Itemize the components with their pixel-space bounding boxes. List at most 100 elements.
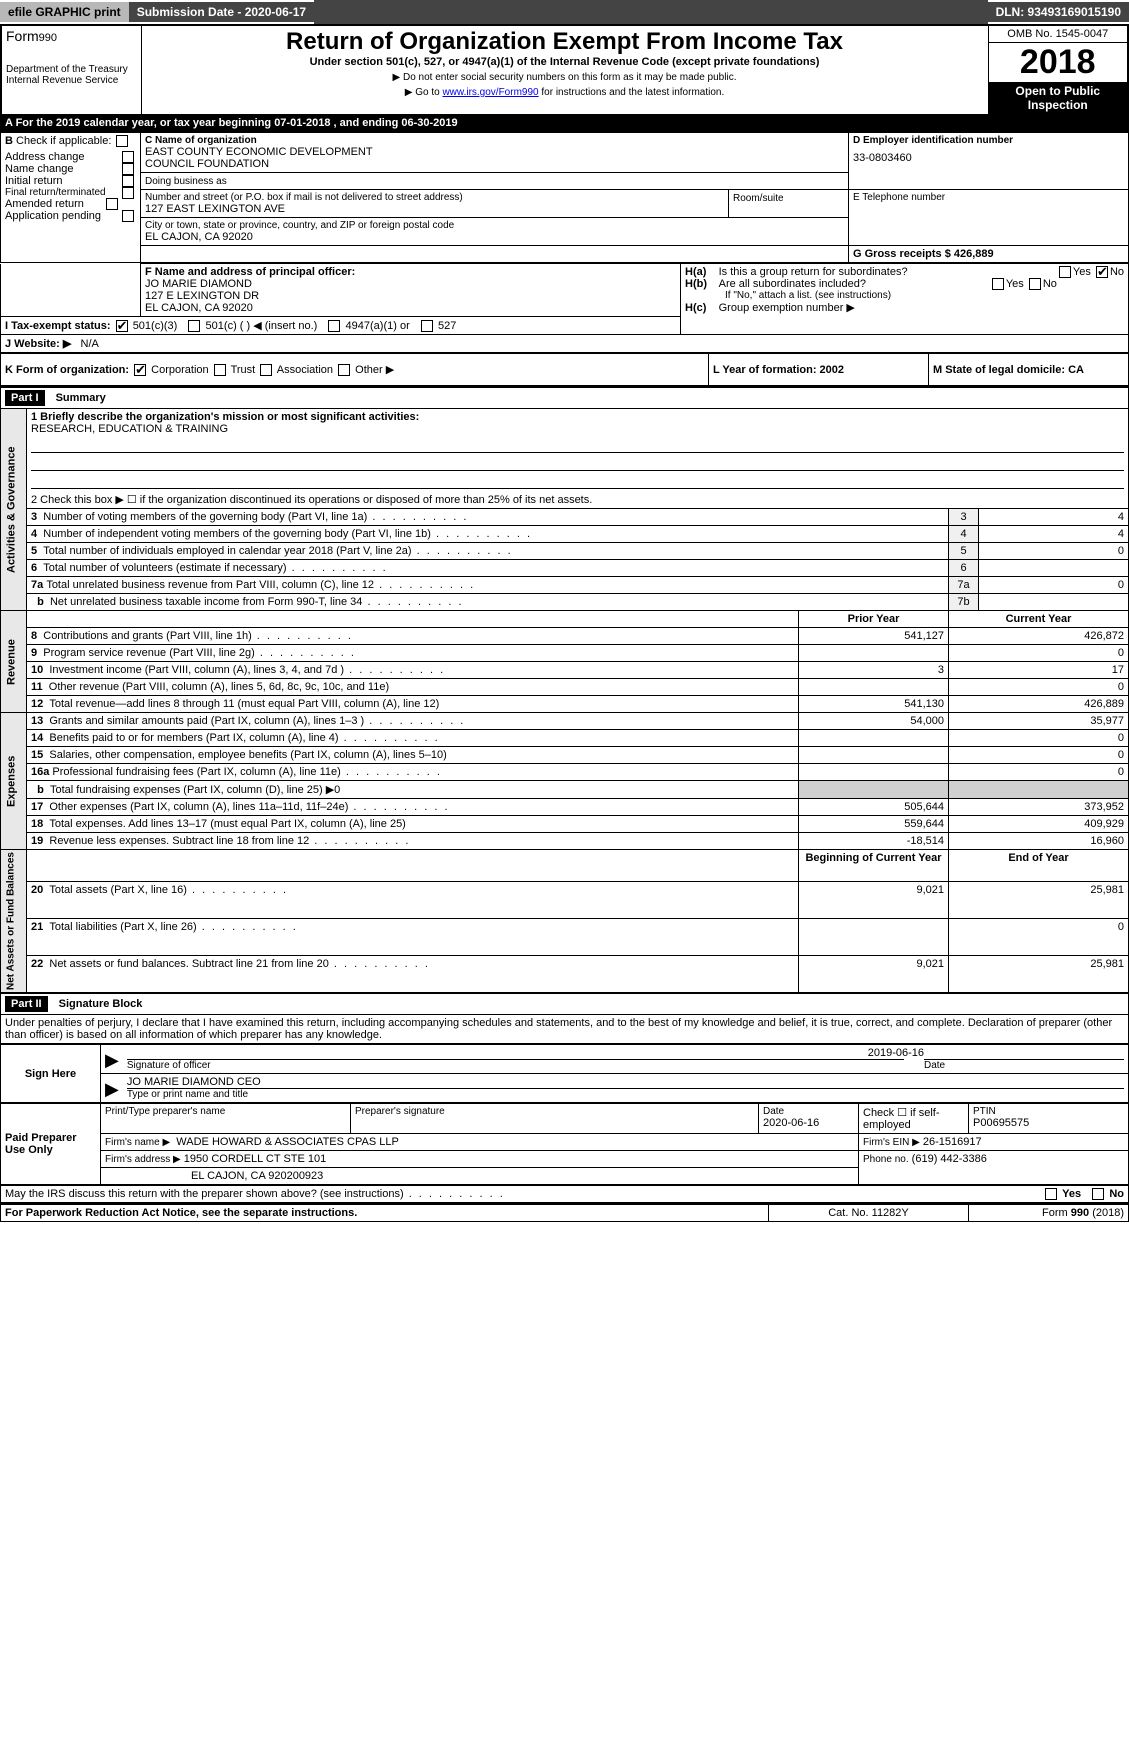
- line-a-table: A For the 2019 calendar year, or tax yea…: [0, 115, 1129, 132]
- h4: Check ☐ if self-employed: [859, 1104, 969, 1134]
- dept-irs: Internal Revenue Service: [6, 75, 137, 86]
- cb-discuss-no[interactable]: [1092, 1188, 1104, 1200]
- irs-link[interactable]: www.irs.gov/Form990: [442, 87, 538, 98]
- omb: OMB No. 1545-0047: [989, 26, 1128, 43]
- cb-amended[interactable]: [106, 198, 118, 210]
- box-f-label: F Name and address of principal officer:: [145, 266, 355, 278]
- row-net-21: 21 Total liabilities (Part X, line 26) 0: [1, 919, 1129, 956]
- cb-address-change[interactable]: [122, 151, 134, 163]
- discuss: May the IRS discuss this return with the…: [5, 1188, 505, 1200]
- row-exp-18: 18 Total expenses. Add lines 13–17 (must…: [1, 816, 1129, 833]
- cb-ha-yes[interactable]: [1059, 266, 1071, 278]
- cb-4947[interactable]: [328, 320, 340, 332]
- cb-corp[interactable]: [134, 364, 146, 376]
- entity-block: B Check if applicable: Address change Na…: [0, 132, 1129, 263]
- city-label: City or town, state or province, country…: [145, 220, 844, 231]
- box-b-label: B: [5, 135, 13, 147]
- paid-label: Paid Preparer Use Only: [1, 1104, 101, 1185]
- box-g: G Gross receipts $ 426,889: [853, 248, 994, 260]
- efile-label: efile GRAPHIC print: [0, 2, 129, 22]
- signer-name: JO MARIE DIAMOND CEO: [127, 1076, 1124, 1089]
- hb-row: H(b) Are all subordinates included? Yes …: [685, 278, 1124, 290]
- cb-assoc[interactable]: [260, 364, 272, 376]
- box-c-label: C Name of organization: [145, 135, 257, 146]
- line-j-label: J Website: ▶: [5, 338, 71, 350]
- open-to-public: Open to Public Inspection: [989, 82, 1128, 114]
- h1: Print/Type preparer's name: [105, 1106, 346, 1117]
- checkbox-applicable[interactable]: [116, 135, 128, 147]
- row-exp-17: 17 Other expenses (Part IX, column (A), …: [1, 799, 1129, 816]
- cb-discuss-yes[interactable]: [1045, 1188, 1057, 1200]
- officer-name: JO MARIE DIAMOND: [145, 278, 252, 290]
- city: EL CAJON, CA 92020: [145, 231, 844, 243]
- part2: Part II Signature Block Under penalties …: [0, 993, 1129, 1044]
- row-gov-3: 3 Number of voting members of the govern…: [1, 509, 1129, 526]
- date-label: Date: [924, 1059, 1124, 1071]
- cb-527[interactable]: [421, 320, 433, 332]
- row-rev-9: 9 Program service revenue (Part VIII, li…: [1, 645, 1129, 662]
- officer-addr1: 127 E LEXINGTON DR: [145, 290, 259, 302]
- officer-block: F Name and address of principal officer:…: [0, 263, 1129, 353]
- cb-name-change[interactable]: [122, 163, 134, 175]
- cb-ha-no[interactable]: [1096, 266, 1108, 278]
- firm-addr2: EL CAJON, CA 920200923: [101, 1168, 859, 1185]
- ein: 33-0803460: [853, 152, 1124, 164]
- h3: Date: [763, 1106, 854, 1117]
- cb-hb-yes[interactable]: [992, 278, 1004, 290]
- firm-ein-l: Firm's EIN ▶: [863, 1137, 920, 1148]
- row-net-20: 20 Total assets (Part X, line 16) 9,021 …: [1, 882, 1129, 919]
- sign-here-label: Sign Here: [1, 1045, 101, 1103]
- cb-hb-no[interactable]: [1029, 278, 1041, 290]
- cb-pending[interactable]: [122, 210, 134, 222]
- cb-trust[interactable]: [214, 364, 226, 376]
- cb-501c[interactable]: [188, 320, 200, 332]
- note-goto: ▶ Go to www.irs.gov/Form990 for instruct…: [146, 87, 984, 98]
- phone: (619) 442-3386: [912, 1153, 987, 1165]
- opt-name-change: Name change: [5, 163, 136, 175]
- col-end: End of Year: [949, 850, 1129, 882]
- row-exp-15: 15 Salaries, other compensation, employe…: [1, 747, 1129, 764]
- part1-header: Part I: [5, 390, 45, 406]
- line-m: M State of legal domicile: CA: [933, 364, 1084, 376]
- box-d-label: D Employer identification number: [853, 135, 1013, 146]
- paid-block: Paid Preparer Use Only Print/Type prepar…: [0, 1103, 1129, 1185]
- box-b-checkif: Check if applicable:: [16, 135, 111, 147]
- cb-initial[interactable]: [122, 175, 134, 187]
- vert-exp: Expenses: [1, 713, 27, 850]
- firm-addr-l: Firm's address ▶: [105, 1154, 181, 1165]
- form-header: Form990 Department of the Treasury Inter…: [0, 24, 1129, 115]
- name-label: Type or print name and title: [127, 1089, 1124, 1100]
- footer: For Paperwork Reduction Act Notice, see …: [0, 1203, 1129, 1222]
- cb-other[interactable]: [338, 364, 350, 376]
- dba-label: Doing business as: [145, 176, 227, 187]
- row-net-22: 22 Net assets or fund balances. Subtract…: [1, 956, 1129, 993]
- row-exp-19: 19 Revenue less expenses. Subtract line …: [1, 833, 1129, 850]
- topbar: efile GRAPHIC print Submission Date - 20…: [0, 0, 1129, 24]
- sign-block: Sign Here ▶ 2019-06-16 Signature of offi…: [0, 1044, 1129, 1103]
- row-gov-6: 6 Total number of volunteers (estimate i…: [1, 560, 1129, 577]
- line-l: L Year of formation: 2002: [713, 364, 844, 376]
- pra: For Paperwork Reduction Act Notice, see …: [1, 1204, 769, 1222]
- row-gov-7a: 7a Total unrelated business revenue from…: [1, 577, 1129, 594]
- opt-amended: Amended return: [5, 198, 136, 210]
- row-exp-16b: b Total fundraising expenses (Part IX, c…: [1, 781, 1129, 799]
- form-number: 990: [39, 32, 57, 44]
- cb-501c3[interactable]: [116, 320, 128, 332]
- form-title: Return of Organization Exempt From Incom…: [146, 28, 984, 56]
- submission-date: Submission Date - 2020-06-17: [129, 2, 314, 22]
- topbar-spacer: [314, 0, 987, 24]
- klm-block: K Form of organization: Corporation Trus…: [0, 353, 1129, 386]
- row-rev-11: 11 Other revenue (Part VIII, column (A),…: [1, 679, 1129, 696]
- part1: Part I Summary Activities & Governance 1…: [0, 386, 1129, 993]
- form-subtitle: Under section 501(c), 527, or 4947(a)(1)…: [146, 56, 984, 68]
- dln: DLN: 93493169015190: [988, 2, 1129, 22]
- tax-year: 2018: [1020, 43, 1096, 81]
- row-gov-5: 5 Total number of individuals employed i…: [1, 543, 1129, 560]
- h2: Preparer's signature: [355, 1106, 754, 1117]
- part1-title: Summary: [56, 392, 106, 404]
- h5: PTIN: [973, 1106, 1124, 1117]
- opt-initial: Initial return: [5, 175, 136, 187]
- form-label: Form: [6, 28, 39, 44]
- cb-final[interactable]: [122, 187, 134, 199]
- hb-note: If "No," attach a list. (see instruction…: [685, 290, 1124, 301]
